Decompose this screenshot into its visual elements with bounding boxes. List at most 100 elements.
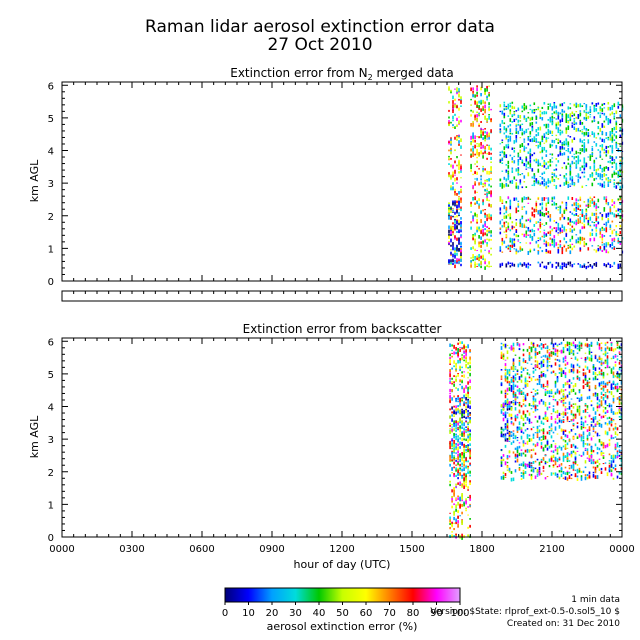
data-cell: [560, 373, 563, 377]
data-cell: [534, 452, 537, 455]
data-cell: [598, 463, 601, 466]
data-cell: [566, 472, 569, 474]
data-cell: [482, 182, 484, 186]
data-cell: [562, 431, 565, 435]
data-cell: [530, 465, 533, 469]
data-cell: [513, 118, 516, 122]
data-cell: [451, 505, 453, 509]
data-cell: [490, 214, 492, 217]
data-cell: [618, 345, 621, 349]
data-cell: [453, 415, 455, 417]
data-cell: [543, 133, 546, 137]
data-cell: [601, 147, 604, 151]
data-cell: [581, 214, 584, 217]
data-cell: [546, 380, 549, 385]
data-cell: [500, 464, 503, 467]
data-cell: [460, 138, 462, 142]
data-cell: [581, 148, 584, 151]
data-cell: [507, 177, 510, 181]
data-cell: [503, 240, 506, 244]
data-cell: [590, 404, 593, 406]
data-cell: [484, 266, 486, 270]
data-cell: [524, 384, 527, 388]
data-cell: [548, 402, 551, 405]
data-cell: [461, 485, 463, 488]
data-cell: [474, 153, 476, 156]
data-cell: [535, 121, 538, 124]
data-cell: [549, 237, 552, 240]
data-cell: [488, 231, 490, 234]
data-cell: [502, 355, 505, 358]
data-cell: [540, 371, 543, 374]
data-cell: [467, 362, 469, 365]
colorbar: 0 10 20 30 40 50 60 70 80 90 100 aerosol extinctio…: [222, 587, 470, 633]
data-cell: [572, 341, 575, 344]
data-cell: [537, 210, 540, 215]
data-cell: [612, 427, 615, 431]
data-cell: [456, 200, 458, 204]
data-cell: [502, 357, 505, 360]
data-cell: [589, 232, 592, 237]
data-cell: [484, 131, 486, 134]
data-cell: [533, 140, 536, 142]
data-cell: [550, 472, 553, 476]
data-cell: [574, 461, 577, 464]
data-cell: [598, 458, 601, 460]
data-cell: [619, 164, 622, 167]
data-cell: [578, 341, 581, 344]
data-cell: [607, 218, 610, 221]
data-cell: [486, 157, 488, 160]
data-cell: [505, 144, 508, 149]
data-cell: [513, 248, 516, 250]
data-cell: [454, 227, 456, 230]
data-cell: [501, 120, 504, 123]
data-cell: [597, 121, 600, 124]
data-cell: [518, 404, 521, 407]
colorbar-tick-label: 60: [360, 608, 373, 619]
data-cell: [534, 415, 537, 418]
data-cell: [548, 348, 551, 351]
data-cell: [463, 459, 465, 464]
data-cell: [460, 206, 462, 210]
data-cell: [596, 393, 599, 397]
data-cell: [509, 109, 512, 112]
data-cell: [605, 242, 608, 246]
data-cell: [615, 120, 618, 124]
data-cell: [461, 496, 463, 500]
data-cell: [555, 164, 558, 167]
data-cell: [585, 106, 588, 111]
data-cell: [550, 371, 553, 374]
data-cell: [559, 174, 562, 176]
data-cell: [597, 175, 600, 177]
data-cell: [603, 173, 606, 177]
data-cell: [455, 437, 457, 441]
data-cell: [545, 154, 548, 157]
data-cell: [519, 137, 522, 139]
data-cell: [482, 105, 484, 109]
data-cell: [532, 411, 535, 413]
data-cell: [455, 398, 457, 403]
data-cell: [604, 351, 607, 355]
data-cell: [537, 197, 540, 200]
data-cell: [467, 400, 469, 404]
data-cell: [508, 450, 511, 454]
data-cell: [614, 454, 617, 459]
data-cell: [546, 461, 549, 464]
data-cell: [515, 125, 518, 127]
data-cell: [514, 469, 517, 473]
data-cell: [529, 229, 532, 231]
data-cell: [451, 489, 453, 493]
data-cell: [577, 205, 580, 208]
data-cell: [461, 375, 463, 377]
data-cell: [460, 190, 462, 194]
data-cell: [542, 428, 545, 432]
data-cell: [567, 135, 570, 137]
data-cell: [454, 200, 456, 203]
data-cell: [454, 216, 456, 218]
data-cell: [603, 112, 606, 116]
data-cell: [528, 376, 531, 379]
data-cell: [461, 511, 463, 515]
data-cell: [509, 154, 512, 157]
data-cell: [529, 218, 532, 223]
data-cell: [499, 266, 502, 268]
